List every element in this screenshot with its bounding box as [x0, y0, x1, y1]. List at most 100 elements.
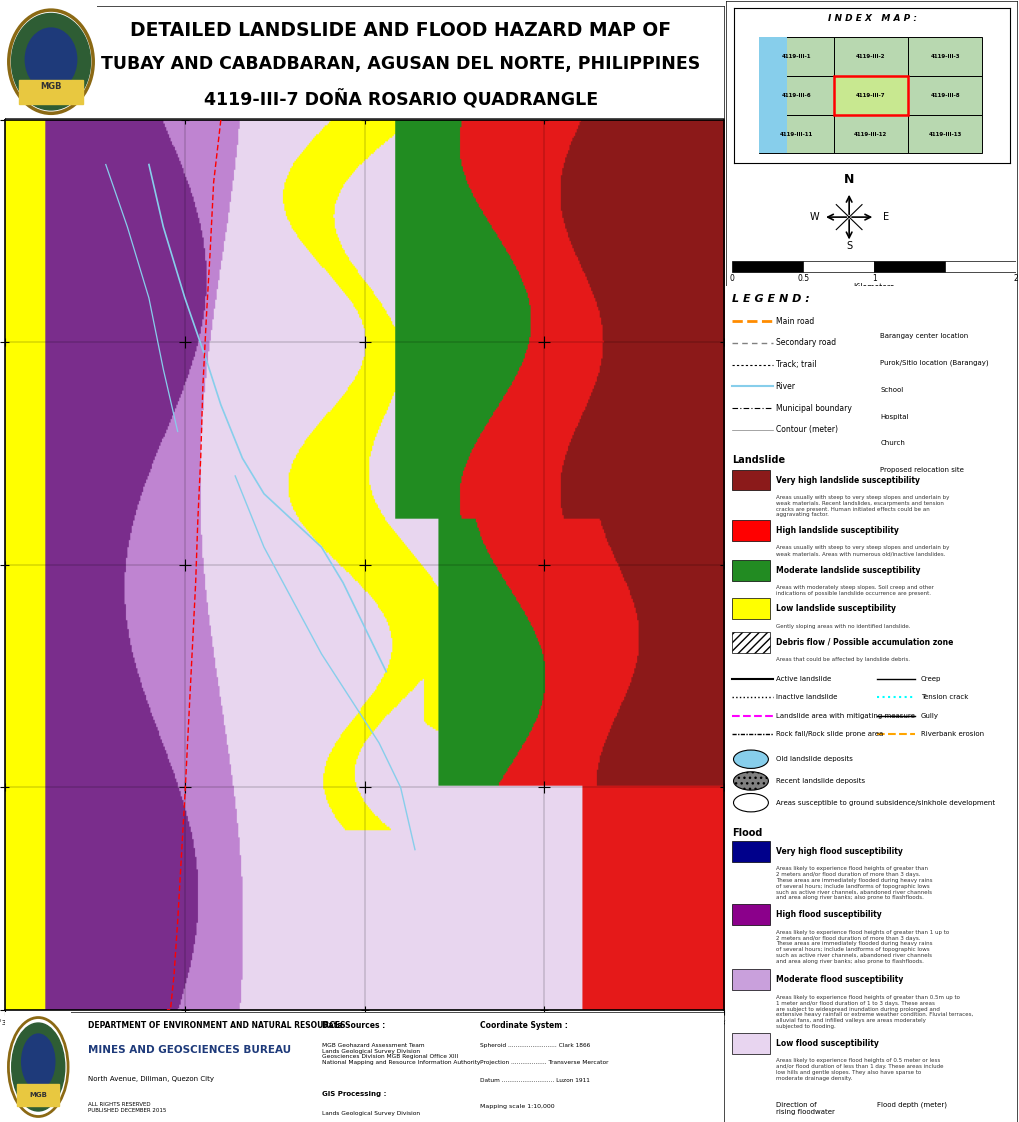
Text: Purok/Sitio location (Barangay): Purok/Sitio location (Barangay) — [879, 360, 988, 366]
Text: Areas usually with steep to very steep slopes and underlain by
weak materials. A: Areas usually with steep to very steep s… — [774, 545, 948, 557]
Text: 4119-III-11: 4119-III-11 — [779, 131, 812, 137]
Text: Old landslide deposits: Old landslide deposits — [774, 756, 852, 762]
Text: Secondary road: Secondary road — [774, 339, 835, 348]
Text: North Avenue, Diliman, Quezon City: North Avenue, Diliman, Quezon City — [88, 1076, 214, 1082]
Text: Coordinate System :: Coordinate System : — [479, 1021, 567, 1030]
Bar — [732, 632, 769, 653]
Text: Very high flood susceptibility: Very high flood susceptibility — [774, 847, 902, 856]
Text: Contour (meter): Contour (meter) — [774, 425, 837, 434]
Text: Areas likely to experience flood heights of greater than 1 up to
2 meters and/or: Areas likely to experience flood heights… — [774, 930, 948, 964]
Ellipse shape — [733, 749, 767, 769]
Text: Lands Geological Survey Division: Lands Geological Survey Division — [321, 1111, 419, 1116]
Text: S: S — [845, 241, 852, 251]
Bar — [732, 560, 769, 581]
Text: Data Sources :: Data Sources : — [321, 1021, 384, 1030]
Text: MINES AND GEOSCIENCES BUREAU: MINES AND GEOSCIENCES BUREAU — [88, 1045, 290, 1055]
Bar — [833, 76, 907, 114]
Bar — [758, 114, 833, 154]
Bar — [833, 76, 907, 114]
Text: Rock fall/Rock slide prone area: Rock fall/Rock slide prone area — [774, 732, 882, 737]
Text: Inactive landslide: Inactive landslide — [774, 695, 837, 700]
Text: Mapping scale 1:10,000: Mapping scale 1:10,000 — [479, 1104, 553, 1110]
Text: 0.5: 0.5 — [797, 274, 808, 283]
Text: E: E — [882, 212, 889, 222]
Text: Creep: Creep — [920, 675, 941, 682]
Text: High landslide susceptibility: High landslide susceptibility — [774, 526, 898, 535]
Ellipse shape — [733, 793, 767, 812]
Bar — [732, 598, 769, 619]
Text: Tension crack: Tension crack — [920, 695, 967, 700]
Bar — [732, 470, 769, 490]
Text: ALL RIGHTS RESERVED
PUBLISHED DECEMBER 2015: ALL RIGHTS RESERVED PUBLISHED DECEMBER 2… — [88, 1102, 166, 1113]
Text: Riverbank erosion: Riverbank erosion — [920, 732, 983, 737]
Bar — [945, 260, 1015, 272]
Text: 4119-III-2: 4119-III-2 — [855, 54, 884, 59]
Text: Direction of
rising floodwater: Direction of rising floodwater — [774, 1102, 834, 1115]
Text: Landslide area with mitigating measure: Landslide area with mitigating measure — [774, 712, 914, 719]
Circle shape — [21, 1034, 55, 1089]
Bar — [732, 904, 769, 926]
Bar — [732, 840, 769, 862]
Text: Areas likely to experience flood heights of greater than
2 meters and/or flood d: Areas likely to experience flood heights… — [774, 866, 931, 900]
Text: Gully: Gully — [920, 712, 938, 719]
Text: Projection ................... Transverse Mercator: Projection ................... Transvers… — [479, 1060, 607, 1066]
Text: N: N — [843, 173, 854, 185]
Bar — [732, 969, 769, 991]
Ellipse shape — [733, 772, 767, 790]
Text: W: W — [808, 212, 818, 222]
Text: Moderate flood susceptibility: Moderate flood susceptibility — [774, 975, 902, 984]
Text: GIS Processing :: GIS Processing : — [321, 1092, 385, 1097]
Text: Spheroid .......................... Clark 1866: Spheroid .......................... Clar… — [479, 1042, 589, 1048]
Bar — [833, 114, 907, 154]
Text: DEPARTMENT OF ENVIRONMENT AND NATURAL RESOURCES: DEPARTMENT OF ENVIRONMENT AND NATURAL RE… — [88, 1021, 345, 1030]
Text: Areas with moderately steep slopes. Soil creep and other
indications of possible: Areas with moderately steep slopes. Soil… — [774, 586, 932, 596]
Text: Datum ............................ Luzon 1911: Datum ............................ Luzon… — [479, 1078, 589, 1083]
Bar — [833, 37, 907, 76]
Text: TUBAY AND CABADBARAN, AGUSAN DEL NORTE, PHILIPPINES: TUBAY AND CABADBARAN, AGUSAN DEL NORTE, … — [101, 55, 700, 73]
Circle shape — [11, 13, 91, 110]
Text: Municipal boundary: Municipal boundary — [774, 404, 851, 413]
Text: Proposed relocation site: Proposed relocation site — [879, 467, 963, 473]
Text: DETAILED LANDSLIDE AND FLOOD HAZARD MAP OF: DETAILED LANDSLIDE AND FLOOD HAZARD MAP … — [129, 21, 671, 39]
Text: Areas likely to experience flood heights of 0.5 meter or less
and/or flood durat: Areas likely to experience flood heights… — [774, 1058, 943, 1080]
Text: 4119-III-8: 4119-III-8 — [929, 93, 959, 98]
Bar — [19, 80, 84, 104]
Text: Debris flow / Possible accumulation zone: Debris flow / Possible accumulation zone — [774, 637, 952, 646]
Bar — [758, 37, 833, 76]
Circle shape — [12, 1023, 65, 1111]
Text: Track; trail: Track; trail — [774, 360, 815, 369]
Bar — [873, 260, 945, 272]
Text: Active landslide: Active landslide — [774, 675, 830, 682]
Text: Landslide: Landslide — [732, 454, 785, 465]
Text: 1: 1 — [871, 274, 875, 283]
Bar — [803, 260, 873, 272]
Text: Main road: Main road — [774, 316, 813, 325]
Text: Recent landslide deposits: Recent landslide deposits — [774, 778, 864, 784]
Text: I N D E X   M A P :: I N D E X M A P : — [826, 15, 916, 24]
Text: School: School — [879, 387, 903, 393]
Text: 4119-III-1: 4119-III-1 — [781, 54, 810, 59]
Bar — [732, 260, 803, 272]
Text: Barangay center location: Barangay center location — [879, 333, 968, 339]
Text: MGB: MGB — [40, 82, 62, 91]
Text: Low landslide susceptibility: Low landslide susceptibility — [774, 605, 895, 614]
Text: 4119-III-13: 4119-III-13 — [927, 131, 961, 137]
Text: River: River — [774, 381, 795, 390]
Text: 4119-III-12: 4119-III-12 — [853, 131, 887, 137]
Text: 4119-III-7: 4119-III-7 — [855, 93, 884, 98]
Text: 4119-III-3: 4119-III-3 — [929, 54, 959, 59]
Text: Very high landslide susceptibility: Very high landslide susceptibility — [774, 476, 919, 485]
Text: Gently sloping areas with no identified landslide.: Gently sloping areas with no identified … — [774, 624, 909, 628]
Text: 0: 0 — [730, 274, 734, 283]
Bar — [758, 37, 787, 154]
Circle shape — [25, 28, 76, 91]
Text: Kilometers: Kilometers — [853, 283, 894, 292]
Text: L E G E N D :: L E G E N D : — [732, 294, 809, 304]
Text: MGB Geohazard Assessment Team
Lands Geological Survey Division
Geosciences Divis: MGB Geohazard Assessment Team Lands Geol… — [321, 1042, 479, 1065]
Text: 2: 2 — [1013, 274, 1017, 283]
Bar — [907, 37, 981, 76]
Text: Areas susceptible to ground subsidence/sinkhole development: Areas susceptible to ground subsidence/s… — [774, 800, 994, 806]
Text: Areas that could be affected by landslide debris.: Areas that could be affected by landslid… — [774, 657, 909, 662]
Text: 4119-III-6: 4119-III-6 — [781, 93, 810, 98]
Text: MGB: MGB — [30, 1092, 47, 1097]
